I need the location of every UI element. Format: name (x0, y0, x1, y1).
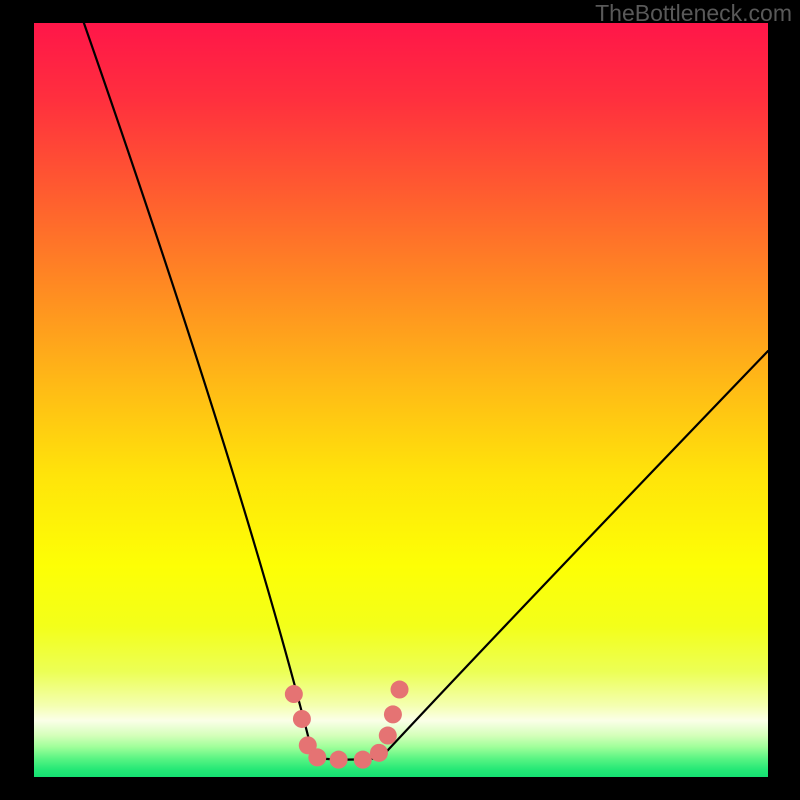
data-marker (391, 681, 409, 699)
attribution-text: TheBottleneck.com (595, 0, 792, 27)
data-marker (285, 685, 303, 703)
data-marker (384, 705, 402, 723)
bottleneck-chart (0, 0, 800, 800)
chart-viewport: { "attribution": { "text": "TheBottlenec… (0, 0, 800, 800)
gradient-background (34, 23, 768, 777)
data-marker (370, 744, 388, 762)
data-marker (308, 748, 326, 766)
data-marker (330, 751, 348, 769)
data-marker (354, 751, 372, 769)
data-marker (379, 727, 397, 745)
data-marker (293, 710, 311, 728)
